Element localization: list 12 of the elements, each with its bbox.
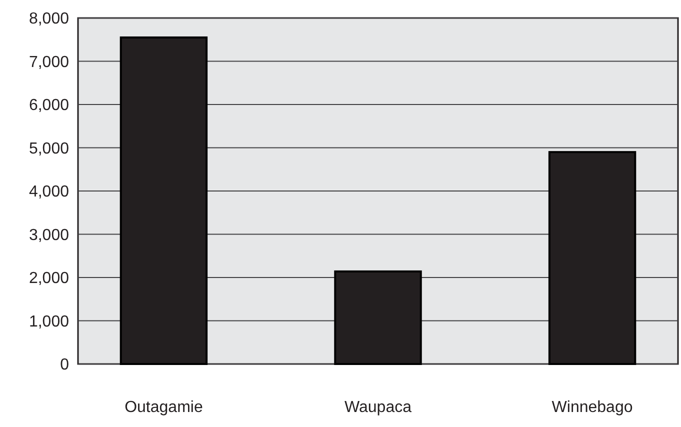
y-tick-label: 1,000 bbox=[28, 313, 70, 330]
y-tick-label: 0 bbox=[60, 356, 70, 374]
y-tick-label: 7,000 bbox=[28, 54, 70, 71]
x-tick-label: Outagamie bbox=[124, 399, 203, 416]
x-tick-label: Waupaca bbox=[344, 399, 412, 416]
x-tick-label: Winnebago bbox=[552, 399, 633, 416]
y-tick-label: 3,000 bbox=[28, 226, 70, 244]
y-tick-label: 8,000 bbox=[28, 10, 70, 28]
y-tick-label: 2,000 bbox=[28, 270, 70, 288]
y-tick-label: 4,000 bbox=[28, 184, 70, 201]
y-tick-label: 6,000 bbox=[28, 97, 70, 114]
y-tick-label: 5,000 bbox=[28, 140, 70, 158]
